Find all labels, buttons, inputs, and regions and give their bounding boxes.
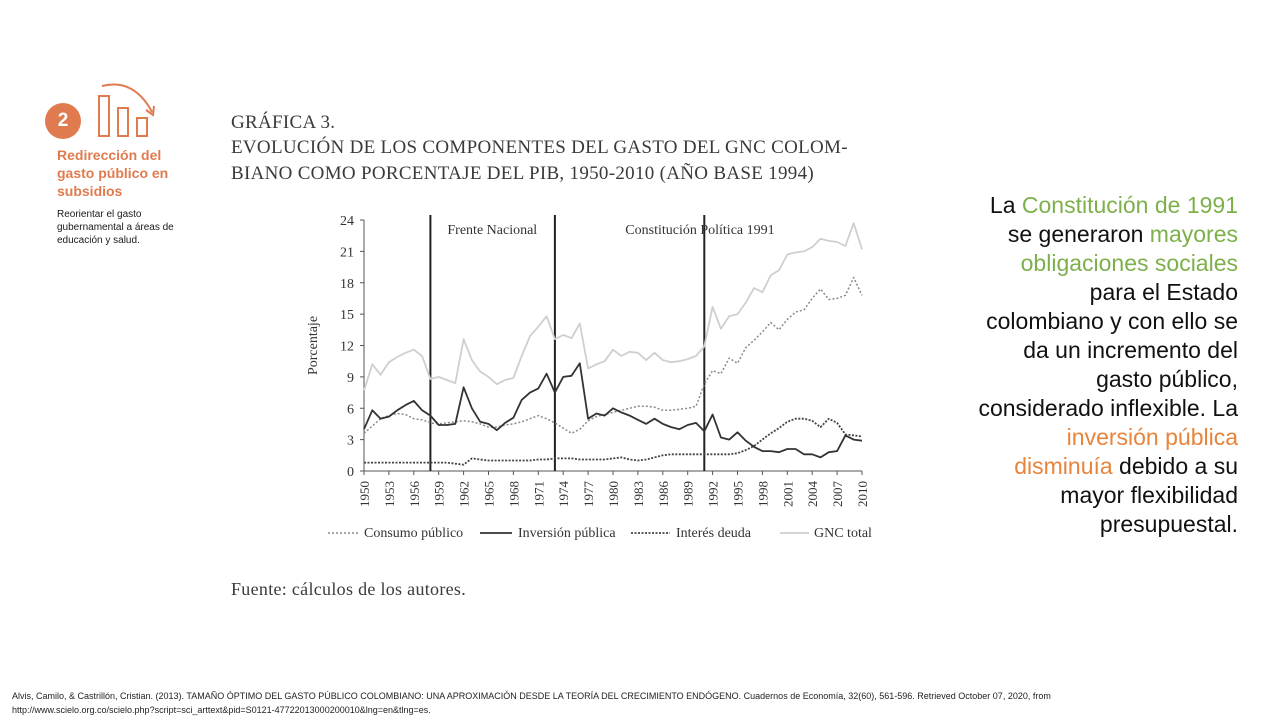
x-tick-label: 1992	[706, 481, 721, 507]
declining-bars-icon	[98, 83, 155, 137]
text-part: debido a su mayor flexibilidad presupues…	[1060, 453, 1238, 537]
x-tick-label: 1953	[382, 481, 397, 507]
figure-title-line1: EVOLUCIÓN DE LOS COMPONENTES DEL GASTO D…	[231, 137, 848, 158]
highlight-obligaciones: mayores obligaciones sociales	[1020, 221, 1238, 276]
y-tick-label: 24	[340, 214, 354, 229]
x-tick-label: 1959	[432, 481, 447, 507]
y-tick-label: 0	[347, 465, 354, 480]
highlight-constitucion: Constitución de 1991	[1021, 192, 1238, 218]
x-tick-label: 2007	[830, 481, 845, 508]
legend-label: Consumo público	[364, 526, 463, 541]
x-tick-label: 2004	[805, 481, 820, 508]
chart-vertical-lines	[429, 215, 706, 471]
x-tick-label: 1968	[506, 481, 521, 507]
series-line-consumo-publico	[363, 276, 863, 435]
y-tick-label: 3	[347, 434, 354, 449]
x-tick-label: 1977	[581, 481, 596, 508]
x-tick-label: 2001	[780, 481, 795, 507]
x-tick-label: 1962	[457, 481, 472, 507]
y-tick-label: 12	[340, 340, 354, 355]
explanation-text: La Constitución de 1991 se generaron may…	[975, 191, 1238, 539]
annotation-label: Frente Nacional	[447, 223, 537, 238]
x-tick-label: 1989	[681, 481, 696, 507]
section-number-badge: 2	[45, 103, 81, 139]
figure-label: GRÁFICA 3.	[231, 112, 336, 133]
series-line-gnc-total	[363, 222, 863, 391]
x-tick-label: 1986	[656, 481, 671, 508]
y-tick-label: 18	[340, 277, 354, 292]
series-line-inversion-publica	[363, 362, 863, 459]
y-axis-label: Porcentaje	[306, 316, 321, 375]
sidebar-title: Redirección del gasto público en subsidi…	[57, 147, 169, 199]
x-tick-label: 1980	[606, 481, 621, 507]
text-part: para el Estado colombiano y con ello se …	[978, 279, 1238, 421]
chart-ticks: 0 3 6 9 12 15 18 21 24 1950 1953 1956 1959 1962 1965 19…	[306, 214, 870, 507]
y-tick-label: 6	[347, 402, 354, 417]
figure-source: Fuente: cálculos de los autores.	[231, 579, 467, 599]
chart-annotations: Frente Nacional Constitución Política 199…	[447, 223, 774, 238]
annotation-label: Constitución Política 1991	[625, 223, 774, 238]
chart-axes	[363, 220, 862, 472]
chart-series	[363, 222, 863, 466]
x-tick-label: 1995	[731, 481, 746, 507]
x-tick-label: 1965	[482, 481, 497, 507]
x-tick-label: 2010	[855, 481, 870, 507]
legend-label: GNC total	[814, 526, 872, 541]
legend-label: Inversión pública	[518, 526, 616, 541]
citation: Alvis, Camilo, & Castrillón, Cristian. (…	[12, 691, 1051, 715]
chart-legend: Consumo público Inversión pública Interés …	[328, 526, 872, 541]
line-chart: 0 3 6 9 12 15 18 21 24 1950 1953 1956 1959 1962 1965 19…	[306, 214, 872, 541]
text-part: La	[989, 192, 1022, 218]
x-tick-label: 1971	[531, 481, 546, 507]
x-tick-label: 1983	[631, 481, 646, 507]
figure-title-line2: BIANO COMO PORCENTAJE DEL PIB, 1950-2010…	[231, 163, 814, 184]
x-tick-label: 1950	[357, 481, 372, 507]
text-part: se generaron	[1007, 221, 1150, 247]
y-tick-label: 15	[340, 308, 354, 323]
legend-label: Interés deuda	[676, 526, 752, 541]
highlight-inversion: inversión pública disminuía	[1014, 424, 1238, 479]
sidebar-description: Reorientar el gasto gubernamental a área…	[57, 209, 174, 246]
y-tick-label: 9	[347, 371, 354, 386]
x-tick-label: 1998	[755, 481, 770, 507]
x-tick-label: 1956	[407, 481, 422, 508]
y-tick-label: 21	[340, 245, 354, 260]
x-tick-label: 1974	[556, 481, 571, 508]
